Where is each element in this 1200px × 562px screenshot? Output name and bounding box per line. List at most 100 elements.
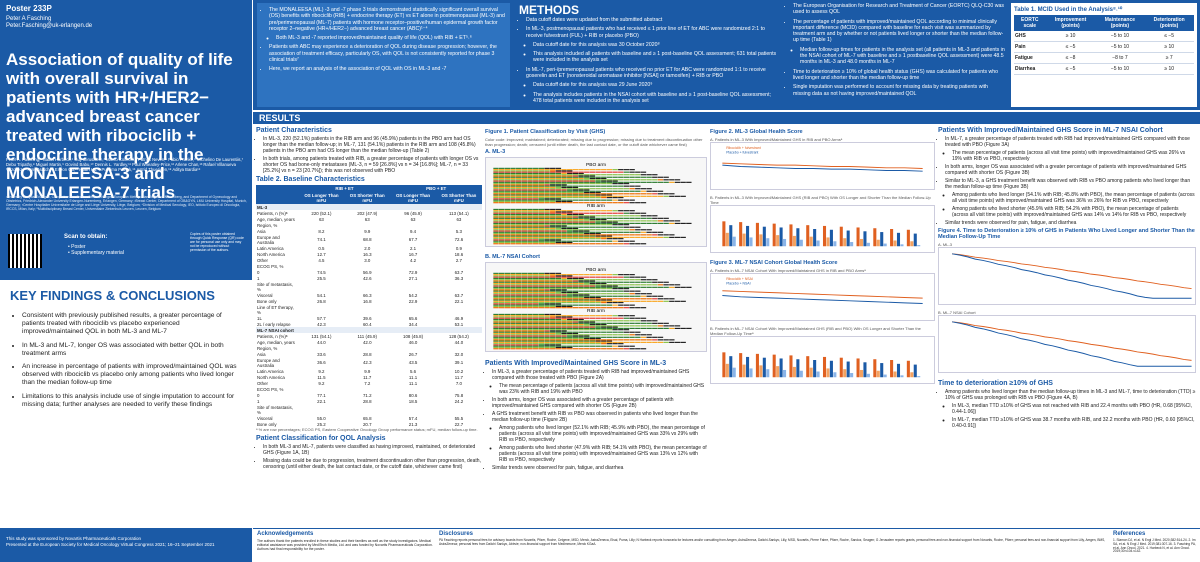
- mcid-cell: ≥ 10: [1144, 63, 1194, 75]
- ghs-ml3-bullet: Among patients who lived longer (52.1% w…: [499, 425, 707, 443]
- swimmer-cell: [504, 327, 511, 329]
- swimmer-cell: [657, 339, 664, 341]
- swimmer-cell: [589, 317, 596, 319]
- table-cell: 26.7: [408, 351, 418, 357]
- swimmer-plot-ml7: PBO arm RIB arm: [485, 262, 707, 352]
- swimmer-cell: [589, 219, 596, 221]
- swimmer-cell: [521, 300, 528, 302]
- presenter-email[interactable]: Peter.Fasching@uk-erlangen.de: [6, 23, 93, 29]
- swimmer-cell: [533, 299, 539, 301]
- qr-code-icon[interactable]: [8, 234, 42, 268]
- swimmer-cell: [516, 193, 522, 195]
- swimmer-cell: [606, 217, 613, 219]
- swimmer-cell: [629, 276, 635, 278]
- swimmer-cell: [510, 220, 516, 222]
- key-finding: Consistent with previously published res…: [22, 312, 242, 337]
- swimmer-cell: [567, 241, 573, 244]
- swimmer-cell: [550, 324, 556, 326]
- swimmer-cell: [521, 232, 528, 235]
- swimmer-cell: [601, 279, 607, 281]
- swimmer-bars-rib: [493, 208, 692, 245]
- swimmer-cell: [527, 229, 533, 231]
- swimmer-cell: [533, 222, 539, 224]
- swimmer-cell: [578, 321, 584, 323]
- swimmer-cell: [516, 313, 522, 316]
- swimmer-cell: [544, 303, 550, 305]
- swimmer-cell: [493, 307, 499, 309]
- ack-title: Acknowledgements: [257, 531, 314, 537]
- swimmer-cell: [646, 195, 652, 197]
- swimmer-cell: [595, 238, 601, 240]
- swimmer-cell: [544, 241, 550, 244]
- swimmer-cell: [589, 299, 596, 301]
- swimmer-cell: [544, 171, 550, 173]
- swimmer-cell: [493, 212, 499, 214]
- swimmer-cell: [595, 183, 601, 185]
- bar: [739, 222, 743, 247]
- swimmer-cell: [561, 171, 567, 173]
- swimmer-cell: [567, 299, 573, 301]
- swimmer-cell: [533, 189, 539, 191]
- methods-bullet: The European Organisation for Research a…: [793, 3, 1006, 16]
- swimmer-cell: [578, 300, 584, 302]
- swimmer-cell: [533, 288, 539, 290]
- swimmer-cell: [510, 216, 516, 218]
- swimmer-cell: [555, 341, 562, 343]
- swimmer-cell: [606, 176, 613, 178]
- swimmer-cell: [521, 284, 528, 286]
- swimmer-cell: [533, 318, 539, 321]
- bar: [890, 229, 894, 247]
- swimmer-cell: [544, 191, 550, 194]
- swimmer-cell: [521, 303, 528, 305]
- swimmer-cell: [635, 327, 641, 329]
- swimmer-cell: [521, 298, 528, 300]
- swimmer-cell: [629, 317, 635, 319]
- swimmer-cell: [504, 332, 511, 335]
- swimmer-cell: [618, 345, 624, 347]
- table-cell: 21.3: [408, 421, 418, 427]
- swimmer-cell: [612, 243, 618, 245]
- swimmer-cell: [555, 276, 562, 278]
- swimmer-cell: [635, 290, 641, 292]
- swimmer-cell: [572, 281, 579, 283]
- swimmer-cell: [544, 307, 550, 309]
- swimmer-cell: [555, 224, 562, 226]
- swimmer-cell: [618, 327, 624, 329]
- swimmer-cell: [538, 294, 545, 296]
- swimmer-cell: [601, 317, 607, 319]
- swimmer-cell: [578, 334, 584, 336]
- swimmer-cell: [504, 171, 511, 173]
- swimmer-cell: [589, 320, 596, 322]
- swimmer-cell: [544, 211, 550, 213]
- swimmer-cell: [595, 285, 601, 287]
- swimmer-cell: [504, 313, 511, 316]
- table-cell: 46.0: [408, 339, 418, 345]
- bar: [896, 363, 901, 378]
- swimmer-cell: [567, 176, 573, 178]
- swimmer-cell: [499, 286, 505, 288]
- bar: [806, 225, 810, 247]
- mcid-table: EORTC scale Improvement (points) Mainten…: [1014, 15, 1194, 75]
- swimmer-cell: [516, 322, 522, 324]
- swimmer-cell: [578, 176, 584, 178]
- swimmer-cell: [544, 302, 550, 304]
- swimmer-cell: [510, 281, 516, 283]
- swimmer-cell: [538, 222, 545, 224]
- swimmer-cell: [544, 341, 550, 343]
- swimmer-cell: [555, 303, 562, 305]
- swimmer-cell: [601, 331, 607, 333]
- swimmer-cell: [538, 317, 545, 319]
- swimmer-cell: [521, 343, 528, 345]
- swimmer-cell: [595, 236, 601, 238]
- bar: [783, 238, 787, 247]
- swimmer-cell: [572, 322, 579, 324]
- table-row: Site of metastasis, %: [256, 404, 482, 415]
- swimmer-cell: [550, 238, 556, 240]
- swimmer-cell: [578, 172, 584, 175]
- swimmer-cell: [504, 184, 511, 186]
- swimmer-cell: [516, 236, 522, 238]
- swimmer-cell: [493, 174, 499, 176]
- swimmer-cell: [516, 171, 522, 173]
- swimmer-cell: [629, 202, 635, 204]
- swimmer-cell: [657, 217, 664, 219]
